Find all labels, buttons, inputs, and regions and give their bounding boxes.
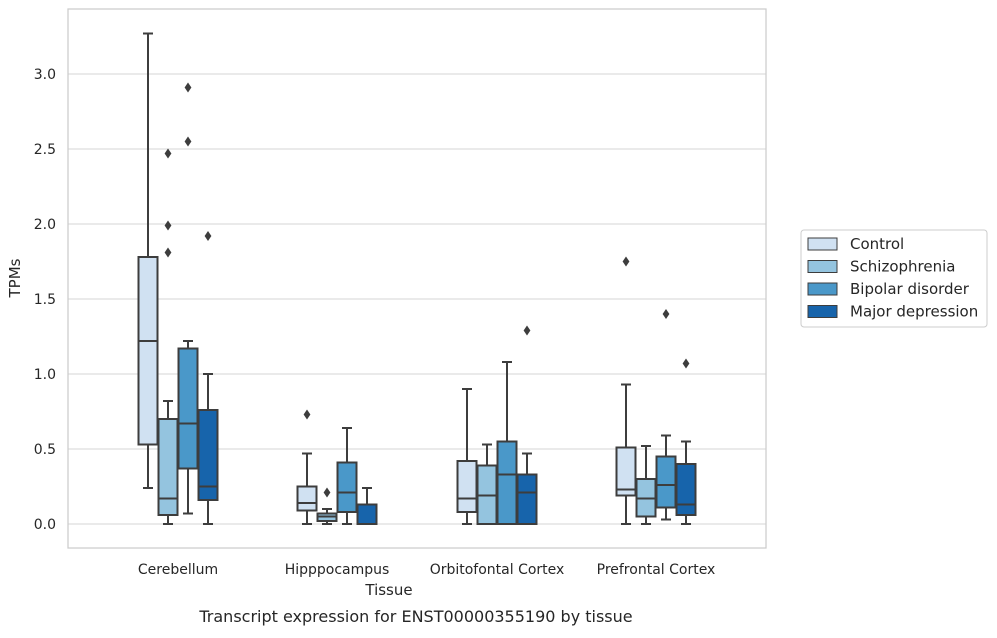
legend-swatch (807, 305, 838, 318)
box-group (496, 361, 518, 525)
outlier-point (204, 231, 212, 241)
box-iqr (655, 455, 677, 509)
y-tick-label: 0.5 (34, 442, 56, 458)
legend-label: Schizophrenia (850, 258, 955, 276)
box-group (356, 487, 378, 525)
box-iqr (615, 446, 637, 497)
box-group (177, 82, 199, 515)
box-iqr (675, 463, 697, 516)
legend-label: Bipolar disorder (850, 280, 970, 298)
legend-label: Major depression (850, 303, 978, 321)
outlier-point (184, 136, 192, 147)
outlier-point (303, 409, 311, 420)
legend-swatch (807, 237, 838, 251)
y-tick-label: 3.0 (34, 67, 56, 83)
box-iqr (197, 409, 219, 501)
box-iqr (336, 461, 358, 513)
outlier-point (682, 358, 690, 369)
outlier-point (523, 325, 531, 336)
box-iqr (356, 503, 378, 525)
box-iqr (157, 418, 179, 516)
y-tick-label: 2.5 (34, 142, 56, 158)
legend: Control Schizophrenia Bipolar disorder Majo… (800, 229, 988, 328)
x-tick-label: Cerebellum (138, 562, 218, 578)
legend-swatch (807, 260, 838, 273)
box-iqr (496, 440, 518, 525)
outlier-point (164, 247, 172, 258)
x-tick-label: Orbitofontal Cortex (430, 562, 565, 578)
outlier-point (164, 148, 172, 159)
tick-label-layer: 0.0 0.5 1.0 1.5 2.0 2.5 3.0 Cerebellum Hipppocam… (34, 67, 716, 578)
chart-caption: Transcript expression for ENST0000035519… (198, 607, 632, 626)
box-group (615, 256, 637, 525)
box-group (516, 325, 538, 525)
box-iqr (137, 256, 159, 446)
box-iqr (456, 460, 478, 513)
box-group (336, 427, 358, 525)
outlier-point (184, 82, 192, 93)
box-group (137, 32, 159, 489)
outlier-point (662, 309, 670, 319)
legend-swatch (807, 282, 838, 296)
x-axis-title: Tissue (364, 581, 412, 599)
y-tick-label: 1.5 (34, 292, 56, 308)
x-tick-label: Prefrontal Cortex (597, 562, 716, 578)
outlier-point (323, 487, 331, 498)
x-tick-label: Hipppocampus (285, 562, 390, 578)
box-iqr (296, 485, 318, 512)
box-layer (137, 32, 697, 525)
box-group (296, 409, 318, 525)
plot-area-frame (67, 8, 767, 549)
outlier-point (622, 256, 630, 267)
legend-frame (800, 229, 988, 328)
box-group (635, 445, 657, 525)
box-iqr (516, 473, 538, 525)
box-group (655, 309, 677, 521)
outlier-point (164, 220, 172, 231)
box-group (197, 231, 219, 525)
y-tick-label: 0.0 (34, 517, 56, 533)
y-tick-label: 1.0 (34, 367, 56, 383)
box-iqr (177, 347, 199, 470)
box-group (476, 443, 498, 525)
box-group (456, 388, 478, 525)
box-group (157, 148, 179, 525)
y-tick-label: 2.0 (34, 217, 56, 233)
y-axis-title: TPMs (6, 258, 24, 298)
box-group (316, 487, 338, 525)
legend-label: Control (850, 235, 904, 253)
box-group (675, 358, 697, 525)
